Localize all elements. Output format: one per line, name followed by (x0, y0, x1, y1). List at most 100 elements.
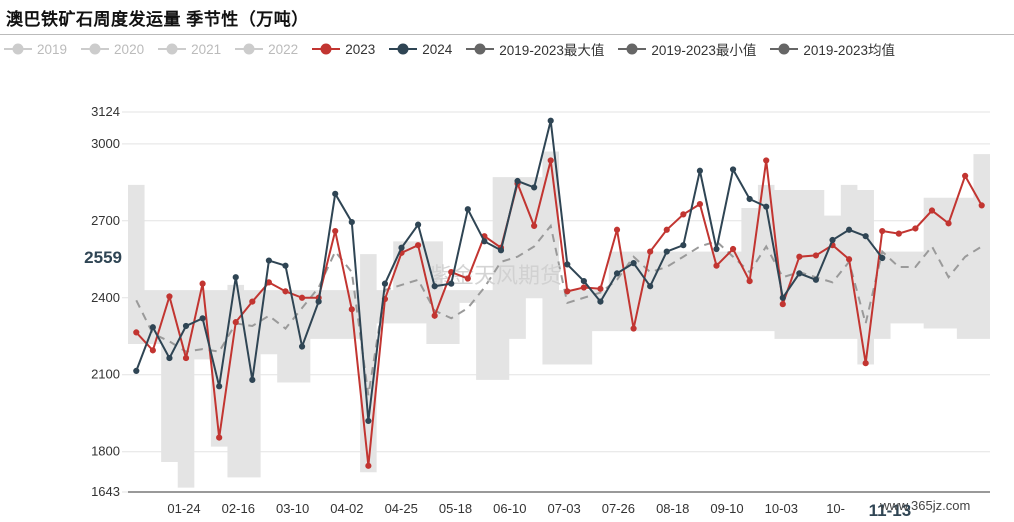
series-2024-line (135, 120, 884, 422)
legend-label: 2019-2023最小值 (651, 43, 757, 58)
series-2024-point (597, 298, 604, 305)
x-tick-label: 10-03 (765, 501, 798, 516)
series-2023-point (928, 207, 936, 214)
series-2024-point (497, 247, 505, 254)
series-2024-point (746, 195, 753, 203)
series-2024-point (696, 167, 704, 174)
series-2023-point (232, 319, 239, 326)
cursor-value-label: 2559 (84, 248, 122, 267)
series-2023-point (812, 252, 820, 259)
series-2023-point (862, 360, 869, 367)
series-2023-point (779, 301, 786, 308)
series-2024-point (796, 270, 803, 277)
y-tick-label: 2700 (91, 213, 120, 228)
legend-marker-icon (4, 43, 32, 55)
x-tick-label: 11-13 (869, 501, 912, 520)
legend-label: 2020 (114, 41, 145, 57)
series-2024-point (879, 254, 886, 262)
series-2023-point (298, 294, 306, 301)
series-2023-point (249, 298, 256, 305)
series-2023-point (348, 306, 355, 313)
x-tick-label: 04-02 (330, 501, 363, 516)
series-2023-point (564, 288, 571, 295)
series-2023-point (547, 157, 554, 164)
x-tick-label: 06-10 (493, 501, 526, 516)
min-max-band (128, 151, 990, 488)
legend-marker-icon (81, 43, 110, 55)
chart-legend: 2019 2020 2021 2022 2023 2024 2019-2023最大值 2019… (4, 40, 909, 58)
series-2023-point (464, 275, 471, 282)
series-2023-point (763, 157, 770, 164)
series-2023-point (663, 226, 670, 233)
title-divider (0, 34, 1014, 35)
series-2023-point (182, 354, 190, 362)
legend-item-2019-2023最小值[interactable]: 2019-2023最小值 (618, 39, 756, 59)
series-2024-point (564, 261, 571, 268)
series-2024-point (348, 218, 355, 226)
legend-item-2019-2023最大值[interactable]: 2019-2023最大值 (466, 39, 604, 59)
y-tick-label: 2400 (91, 290, 120, 305)
series-2023-point (613, 226, 621, 233)
series-2024-point (647, 283, 654, 290)
series-2023-point (680, 211, 687, 218)
legend-item-2022[interactable]: 2022 (235, 42, 298, 57)
cursor-label-box (76, 244, 124, 269)
series-2023-point (729, 245, 737, 253)
series-2023-point (597, 285, 604, 292)
x-tick-label: 07-03 (547, 501, 580, 516)
series-2023-point (199, 280, 206, 287)
legend-item-2021[interactable]: 2021 (158, 42, 221, 57)
series-2023-point (580, 284, 587, 291)
legend-item-2019-2023均值[interactable]: 2019-2023均值 (770, 39, 895, 59)
x-tick-label: 01-24 (167, 501, 200, 516)
series-2023-point (962, 172, 969, 179)
series-2024-point (232, 274, 239, 281)
series-2023-point (133, 329, 140, 336)
series-2024-point (398, 244, 405, 251)
series-2024-point (547, 117, 554, 124)
series-2024-point (199, 315, 206, 322)
series-2024-point (298, 343, 306, 350)
series-2024-point (729, 166, 737, 173)
legend-marker-icon (158, 43, 187, 55)
x-tick-label: 04-25 (385, 501, 418, 516)
series-2024-point (149, 324, 156, 331)
series-2024-point (862, 233, 869, 240)
series-2023-point (647, 248, 654, 255)
legend-item-2019[interactable]: 2019 (4, 42, 67, 57)
x-tick-label: 02-16 (222, 501, 255, 516)
legend-label: 2023 (345, 41, 376, 57)
x-tick-label: 07-26 (602, 501, 635, 516)
x-tick-label: 03-10 (276, 501, 309, 516)
legend-item-2020[interactable]: 2020 (81, 42, 144, 57)
series-2024-point (613, 270, 621, 277)
y-tick-label: 3124 (91, 104, 120, 119)
legend-marker-icon (770, 43, 799, 55)
y-tick-label: 3000 (91, 136, 120, 151)
x-tick-label: 08-18 (656, 501, 689, 516)
chart-title: 澳巴铁矿石周度发运量 季节性（万吨） (6, 10, 309, 29)
y-tick-label: 2100 (91, 367, 120, 382)
series-2023-point (282, 288, 289, 295)
series-2024-point (365, 417, 372, 425)
series-2023-point (912, 225, 919, 232)
legend-marker-icon (235, 43, 264, 55)
legend-label: 2021 (191, 41, 222, 57)
series-2024-point (845, 226, 853, 233)
series-2023-point (845, 256, 853, 263)
series-2023-point (149, 347, 156, 354)
series-2024-point (133, 367, 140, 374)
series-2024-point (431, 283, 438, 290)
series-2024-point (763, 203, 770, 210)
series-2024-point (414, 221, 422, 228)
series-2024-point (464, 206, 471, 213)
legend-item-2024[interactable]: 2024 (389, 42, 452, 57)
series-2024-point (680, 242, 687, 249)
series-2024-point (332, 190, 339, 197)
legend-item-2023[interactable]: 2023 (312, 42, 375, 57)
legend-marker-icon (389, 43, 418, 55)
series-2023-point (365, 462, 372, 469)
series-2024-point (249, 376, 256, 383)
series-2023-point (332, 227, 339, 235)
